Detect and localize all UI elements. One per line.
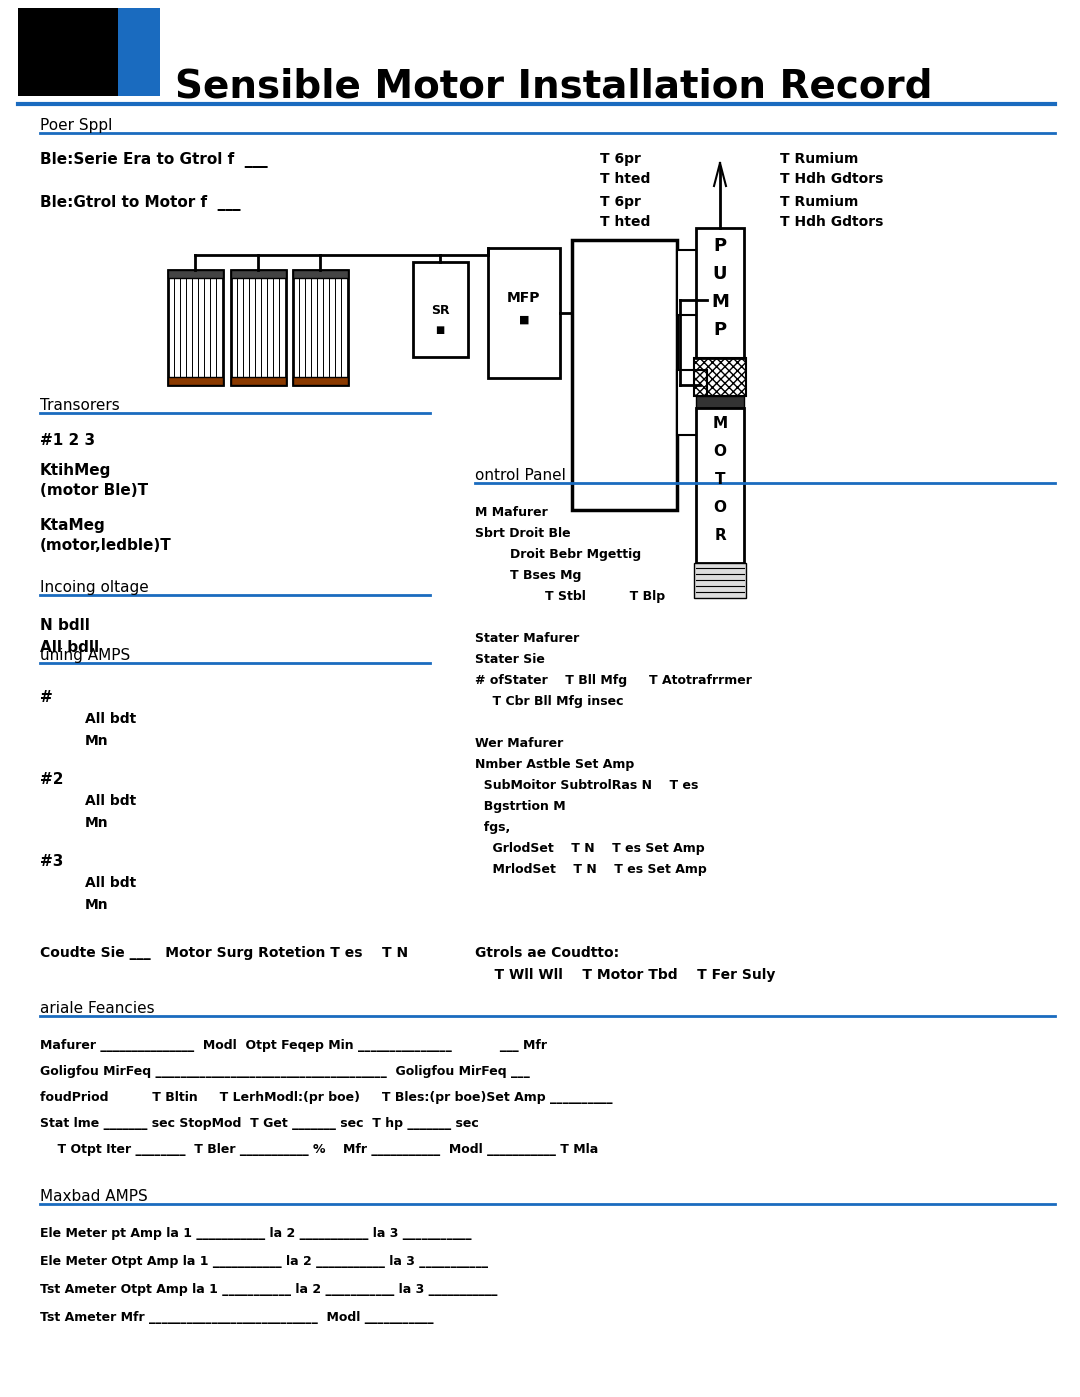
Bar <box>677 250 707 314</box>
Bar <box>696 228 744 358</box>
Text: All bdll: All bdll <box>40 640 99 655</box>
Text: Wer Mafurer: Wer Mafurer <box>475 738 564 750</box>
Bar <box>572 240 677 510</box>
Text: Stat lme _______ sec StopMod  T Get _______ sec  T hp _______ sec: Stat lme _______ sec StopMod T Get _____… <box>40 1118 478 1130</box>
Text: (motor,ledble)T: (motor,ledble)T <box>40 538 172 553</box>
Text: All bdt: All bdt <box>85 793 136 807</box>
Text: All bdt: All bdt <box>85 712 136 726</box>
Text: N bdll: N bdll <box>40 617 90 633</box>
Bar <box>413 263 468 358</box>
Text: #1 2 3: #1 2 3 <box>40 433 95 448</box>
Bar <box>696 395 744 408</box>
Text: Ble:Gtrol to Motor f  ___: Ble:Gtrol to Motor f ___ <box>40 196 241 211</box>
Text: P: P <box>714 321 727 339</box>
Text: Transorers: Transorers <box>40 398 120 414</box>
Text: MrlodSet    T N    T es Set Amp: MrlodSet T N T es Set Amp <box>475 863 706 876</box>
Text: M: M <box>713 415 728 430</box>
Text: Tst Ameter Mfr ___________________________  Modl ___________: Tst Ameter Mfr _________________________… <box>40 1310 433 1324</box>
Text: T Rumium: T Rumium <box>780 152 859 166</box>
Text: T Rumium: T Rumium <box>780 196 859 210</box>
Text: T 6pr: T 6pr <box>600 196 640 210</box>
Text: #3: #3 <box>40 854 64 869</box>
Text: T Cbr Bll Mfg insec: T Cbr Bll Mfg insec <box>475 694 623 708</box>
Text: Tst Ameter Otpt Amp la 1 ___________ la 2 ___________ la 3 ___________: Tst Ameter Otpt Amp la 1 ___________ la … <box>40 1282 498 1296</box>
Text: Mn: Mn <box>85 733 109 747</box>
Text: Bgstrtion M: Bgstrtion M <box>475 800 566 813</box>
Text: T 6pr: T 6pr <box>600 152 640 166</box>
Bar <box>677 370 707 434</box>
Bar <box>168 377 222 386</box>
Text: SubMoitor SubtrolRas N    T es: SubMoitor SubtrolRas N T es <box>475 780 699 792</box>
Text: T Hdh Gdtors: T Hdh Gdtors <box>780 172 883 186</box>
Text: KtaMeg: KtaMeg <box>40 518 106 534</box>
Text: All bdt: All bdt <box>85 876 136 890</box>
Bar <box>694 563 746 598</box>
Text: #: # <box>40 690 53 705</box>
Text: T hted: T hted <box>600 172 650 186</box>
Text: T Stbl          T Blp: T Stbl T Blp <box>475 590 665 604</box>
Text: T: T <box>715 472 726 486</box>
Text: MFP: MFP <box>508 291 541 305</box>
Bar <box>696 408 744 563</box>
Text: # ofStater    T Bll Mfg     T Atotrafrrmer: # ofStater T Bll Mfg T Atotrafrrmer <box>475 673 752 687</box>
Bar <box>293 270 348 278</box>
Text: Sbrt Droit Ble: Sbrt Droit Ble <box>475 527 570 541</box>
Bar <box>231 270 286 386</box>
Text: T Hdh Gdtors: T Hdh Gdtors <box>780 215 883 229</box>
Text: T Otpt Iter ________  T Bler ___________ %    Mfr ___________  Modl ___________ : T Otpt Iter ________ T Bler ___________ … <box>40 1143 598 1155</box>
Text: GrlodSet    T N    T es Set Amp: GrlodSet T N T es Set Amp <box>475 842 704 855</box>
Bar <box>694 358 746 395</box>
Bar <box>168 270 222 278</box>
Bar <box>18 8 133 96</box>
Text: Ble:Serie Era to Gtrol f  ___: Ble:Serie Era to Gtrol f ___ <box>40 152 268 168</box>
Text: Goligfou MirFeq _____________________________________  Goligfou MirFeq ___: Goligfou MirFeq ________________________… <box>40 1065 530 1078</box>
Text: M Mafurer: M Mafurer <box>475 506 548 520</box>
Text: Sensible Motor Installation Record: Sensible Motor Installation Record <box>175 68 932 106</box>
Text: T Bses Mg: T Bses Mg <box>475 569 581 583</box>
Text: #2: #2 <box>40 773 64 787</box>
Bar <box>168 270 222 386</box>
Text: Ele Meter Otpt Amp la 1 ___________ la 2 ___________ la 3 ___________: Ele Meter Otpt Amp la 1 ___________ la 2… <box>40 1255 488 1268</box>
Bar <box>293 270 348 386</box>
Bar <box>293 377 348 386</box>
Text: Coudte Sie ___   Motor Surg Rotetion T es    T N: Coudte Sie ___ Motor Surg Rotetion T es … <box>40 946 408 960</box>
Text: ariale Feancies: ariale Feancies <box>40 1002 154 1016</box>
Text: U: U <box>713 265 727 284</box>
Text: ■: ■ <box>435 326 445 335</box>
Text: (motor Ble)T: (motor Ble)T <box>40 483 148 497</box>
Text: SR: SR <box>431 303 449 317</box>
Text: Gtrols ae Coudtto:: Gtrols ae Coudtto: <box>475 946 619 960</box>
Text: KtihMeg: KtihMeg <box>40 462 111 478</box>
Text: P: P <box>714 237 727 256</box>
Text: Mafurer _______________  Modl  Otpt Feqep Min _______________           ___ Mfr: Mafurer _______________ Modl Otpt Feqep … <box>40 1039 546 1052</box>
Text: Ele Meter pt Amp la 1 ___________ la 2 ___________ la 3 ___________: Ele Meter pt Amp la 1 ___________ la 2 _… <box>40 1227 472 1241</box>
Text: T Wll Wll    T Motor Tbd    T Fer Suly: T Wll Wll T Motor Tbd T Fer Suly <box>475 968 775 982</box>
Text: Maxbad AMPS: Maxbad AMPS <box>40 1189 148 1204</box>
Bar <box>118 8 160 96</box>
Bar <box>231 270 286 278</box>
Text: ontrol Panel: ontrol Panel <box>475 468 566 483</box>
Text: Nmber Astble Set Amp: Nmber Astble Set Amp <box>475 759 634 771</box>
Text: fgs,: fgs, <box>475 821 510 834</box>
Text: uning AMPS: uning AMPS <box>40 648 131 664</box>
Text: O: O <box>714 500 727 514</box>
Bar <box>488 249 561 379</box>
Text: Mn: Mn <box>85 816 109 830</box>
Text: Mn: Mn <box>85 898 109 912</box>
Text: R: R <box>714 528 726 542</box>
Text: T hted: T hted <box>600 215 650 229</box>
Text: Stater Mafurer: Stater Mafurer <box>475 631 579 645</box>
Text: Stater Sie: Stater Sie <box>475 652 545 666</box>
Text: M: M <box>711 293 729 312</box>
Text: foudPriod          T Bltin     T LerhModl:(pr boe)     T Bles:(pr boe)Set Amp __: foudPriod T Bltin T LerhModl:(pr boe) T … <box>40 1091 612 1104</box>
Text: Incoing oltage: Incoing oltage <box>40 580 149 595</box>
Text: Droit Bebr Mgettig: Droit Bebr Mgettig <box>475 548 642 562</box>
Bar <box>231 377 286 386</box>
Text: Poer Sppl: Poer Sppl <box>40 117 112 133</box>
Text: ■: ■ <box>518 314 529 326</box>
Text: O: O <box>714 443 727 458</box>
